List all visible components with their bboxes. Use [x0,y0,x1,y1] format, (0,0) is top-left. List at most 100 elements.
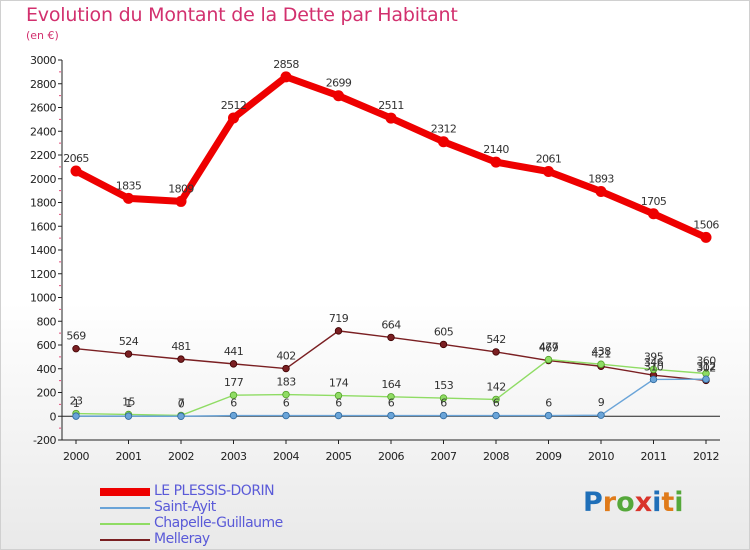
logo-letter: P [583,487,603,518]
data-label: 346 [644,356,664,369]
data-label: 1835 [116,179,142,192]
data-point [229,360,238,368]
data-label: 421 [591,347,610,360]
chart-subtitle: (en €) [26,29,59,42]
x-tick-label: 2006 [378,450,404,463]
data-point [439,394,448,402]
legend-swatch-saint-ayit [100,507,150,509]
data-label: 2512 [221,99,247,112]
data-point [543,166,554,178]
data-label: 1 [125,397,131,410]
data-point [597,411,605,419]
data-label: 402 [276,350,295,363]
data-label: 542 [486,333,505,346]
data-label: 719 [329,312,349,325]
data-label: 569 [66,330,86,343]
legend-label-chapelle-guillaume: Chapelle-Guillaume [154,515,283,531]
y-tick-label: 2600 [30,102,56,115]
data-point [334,391,343,400]
legend-swatch-melleray [100,539,150,541]
legend-label-saint-ayit: Saint-Ayit [154,499,216,515]
data-label: 6 [545,397,552,410]
data-label: 0 [178,397,185,410]
data-label: 2699 [326,77,352,90]
legend-swatch-chapelle-guillaume [100,523,150,525]
data-point [123,192,134,204]
logo-letter: i [674,487,684,518]
data-point [280,71,292,83]
data-point [124,350,133,358]
data-label: 174 [329,377,349,390]
data-label: 310 [644,360,664,373]
data-label: 438 [591,345,611,358]
data-point [702,375,710,383]
data-point [229,391,238,399]
data-point [70,165,82,177]
data-point [544,355,553,364]
data-label: 6 [283,397,290,410]
data-label: 524 [119,335,139,348]
data-point [649,365,658,374]
y-tick-label: 1000 [30,292,56,305]
data-label: 6 [493,397,500,410]
x-tick-label: 2011 [641,450,667,463]
data-label: 177 [224,376,244,389]
x-tick-label: 2003 [221,450,247,463]
data-label: 2858 [273,58,299,71]
x-tick-label: 2009 [536,450,562,463]
data-label: 1506 [693,218,719,231]
data-point [544,411,553,420]
y-tick-label: 2200 [30,149,56,162]
chart-title: Evolution du Montant de la Dette par Hab… [26,4,458,26]
data-point [438,136,449,148]
y-tick-label: 400 [37,363,57,376]
y-tick-label: 2400 [30,125,56,138]
data-point [648,208,659,220]
data-point [492,348,500,356]
logo-letter: x [634,487,653,518]
data-label: 6 [388,397,395,410]
data-point [177,355,185,363]
data-point [387,393,395,401]
x-tick-label: 2001 [116,450,142,463]
legend-label-le-plessis-dorin: LE PLESSIS-DORIN [154,483,275,499]
data-point [492,395,500,404]
data-label: 6 [230,397,237,410]
data-label: 605 [434,325,454,338]
x-tick-label: 2005 [326,450,352,463]
data-label: 183 [276,376,296,389]
data-label: 302 [696,361,715,374]
data-label: 7 [178,396,185,409]
data-point [333,90,344,102]
data-point [72,344,80,353]
data-label: 15 [122,395,135,408]
data-point [282,411,290,420]
legend-label-melleray: Melleray [154,531,210,547]
data-point [439,411,448,420]
data-label: 477 [539,341,559,354]
logo-letter: r [602,487,617,518]
x-tick-label: 2008 [483,450,509,463]
data-point [597,360,605,368]
data-label: 164 [381,378,401,391]
data-label: 441 [224,345,243,358]
data-point [385,112,397,124]
data-point [492,411,500,420]
data-label: 1809 [168,182,194,195]
data-point [387,411,395,420]
data-point [334,327,343,335]
data-point [282,390,290,399]
data-label: 9 [598,396,605,409]
proxiti-logo: Proxiti [583,487,684,518]
data-point [490,156,502,168]
data-label: 2061 [536,153,562,166]
data-point [334,411,343,420]
y-tick-label: 1200 [30,268,56,281]
data-point [177,412,185,420]
data-point [72,412,80,420]
data-point [649,375,658,384]
data-label: 1893 [588,172,614,185]
data-label: 2140 [483,143,509,156]
